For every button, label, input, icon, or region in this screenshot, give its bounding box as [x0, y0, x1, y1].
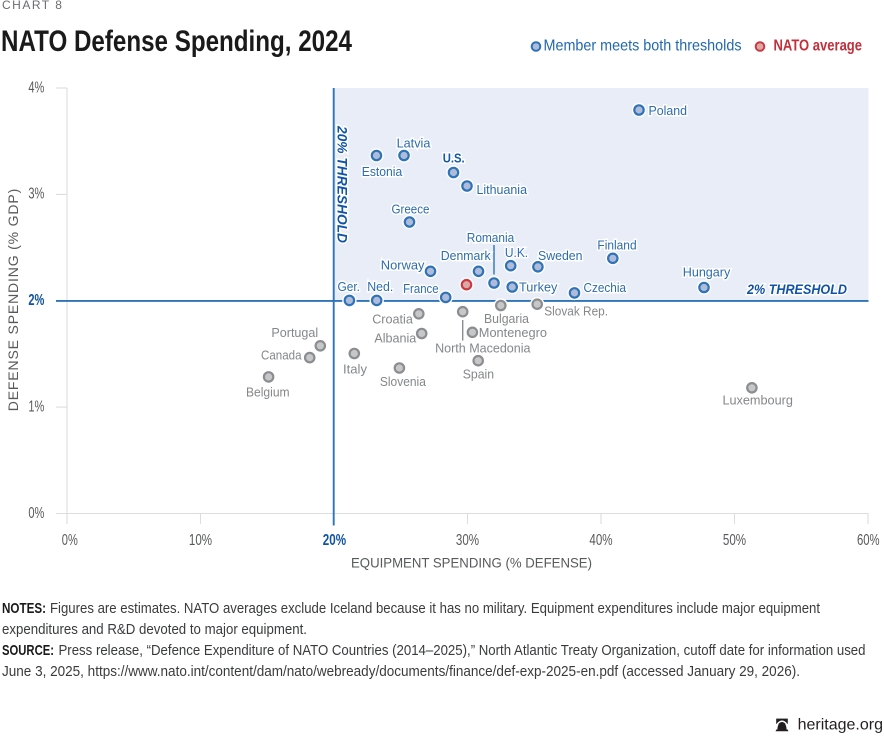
svg-text:Czechia: Czechia — [584, 280, 627, 295]
svg-text:1%: 1% — [28, 398, 44, 415]
svg-text:Finland: Finland — [597, 238, 636, 253]
svg-text:Albania: Albania — [374, 331, 417, 346]
svg-text:Ned.: Ned. — [367, 279, 393, 294]
svg-text:Latvia: Latvia — [397, 136, 432, 151]
svg-text:50%: 50% — [723, 532, 746, 549]
svg-text:2% THRESHOLD: 2% THRESHOLD — [746, 281, 847, 297]
svg-text:40%: 40% — [589, 532, 612, 549]
svg-text:Canada: Canada — [261, 348, 302, 363]
svg-text:Luxembourg: Luxembourg — [722, 393, 793, 408]
svg-text:Belgium: Belgium — [246, 384, 290, 399]
svg-text:Member meets both thresholds: Member meets both thresholds — [544, 38, 742, 55]
svg-text:60%: 60% — [857, 532, 880, 549]
svg-text:NATO average: NATO average — [774, 38, 863, 55]
svg-text:Poland: Poland — [649, 103, 688, 118]
svg-text:3%: 3% — [28, 186, 44, 203]
svg-text:Sweden: Sweden — [538, 248, 583, 263]
svg-text:Press release, “Defence Expend: Press release, “Defence Expenditure of N… — [59, 642, 866, 659]
svg-text:Ger.: Ger. — [337, 279, 360, 294]
svg-text:U.K.: U.K. — [505, 245, 528, 260]
svg-text:20%: 20% — [323, 532, 346, 549]
svg-text:Denmark: Denmark — [441, 248, 491, 263]
svg-text:10%: 10% — [189, 532, 212, 549]
svg-text:Slovenia: Slovenia — [380, 374, 427, 389]
svg-text:Figures are estimates. NATO av: Figures are estimates. NATO averages exc… — [50, 600, 821, 617]
svg-text:Lithuania: Lithuania — [477, 182, 528, 197]
svg-text:June 3, 2025, https://www.nato: June 3, 2025, https://www.nato.int/conte… — [2, 663, 800, 680]
svg-text:Bulgaria: Bulgaria — [484, 311, 530, 326]
svg-text:heritage.org: heritage.org — [798, 717, 883, 734]
svg-text:Hungary: Hungary — [683, 265, 731, 280]
svg-text:Croatia: Croatia — [372, 311, 413, 326]
svg-text:North Macedonia: North Macedonia — [435, 340, 531, 355]
svg-text:U.S.: U.S. — [443, 151, 465, 166]
svg-text:Turkey: Turkey — [519, 279, 558, 294]
svg-text:NOTES:: NOTES: — [2, 600, 46, 617]
svg-text:Norway: Norway — [381, 258, 425, 273]
svg-text:20% THRESHOLD: 20% THRESHOLD — [335, 125, 351, 243]
svg-text:SOURCE:: SOURCE: — [2, 642, 54, 659]
svg-text:DEFENSE SPENDING (% GDP): DEFENSE SPENDING (% GDP) — [5, 189, 21, 412]
svg-text:4%: 4% — [28, 79, 44, 96]
svg-text:NATO Defense Spending, 2024: NATO Defense Spending, 2024 — [1, 25, 352, 58]
svg-text:Estonia: Estonia — [362, 164, 403, 179]
svg-text:Romania: Romania — [467, 230, 515, 245]
svg-text:France: France — [403, 281, 439, 296]
svg-text:Portugal: Portugal — [271, 325, 318, 340]
svg-text:0%: 0% — [28, 505, 44, 522]
svg-text:Spain: Spain — [463, 367, 494, 382]
svg-text:Slovak Rep.: Slovak Rep. — [544, 303, 608, 318]
svg-text:Italy: Italy — [343, 362, 368, 377]
svg-text:EQUIPMENT SPENDING (% DEFENSE): EQUIPMENT SPENDING (% DEFENSE) — [351, 555, 592, 571]
svg-text:CHART 8: CHART 8 — [2, 0, 63, 12]
svg-text:Montenegro: Montenegro — [479, 325, 547, 340]
svg-text:2%: 2% — [28, 292, 44, 309]
svg-text:Greece: Greece — [392, 202, 430, 217]
svg-text:expenditures and R&D devoted t: expenditures and R&D devoted to major eq… — [2, 621, 307, 638]
svg-text:30%: 30% — [456, 532, 479, 549]
svg-text:0%: 0% — [62, 532, 78, 549]
